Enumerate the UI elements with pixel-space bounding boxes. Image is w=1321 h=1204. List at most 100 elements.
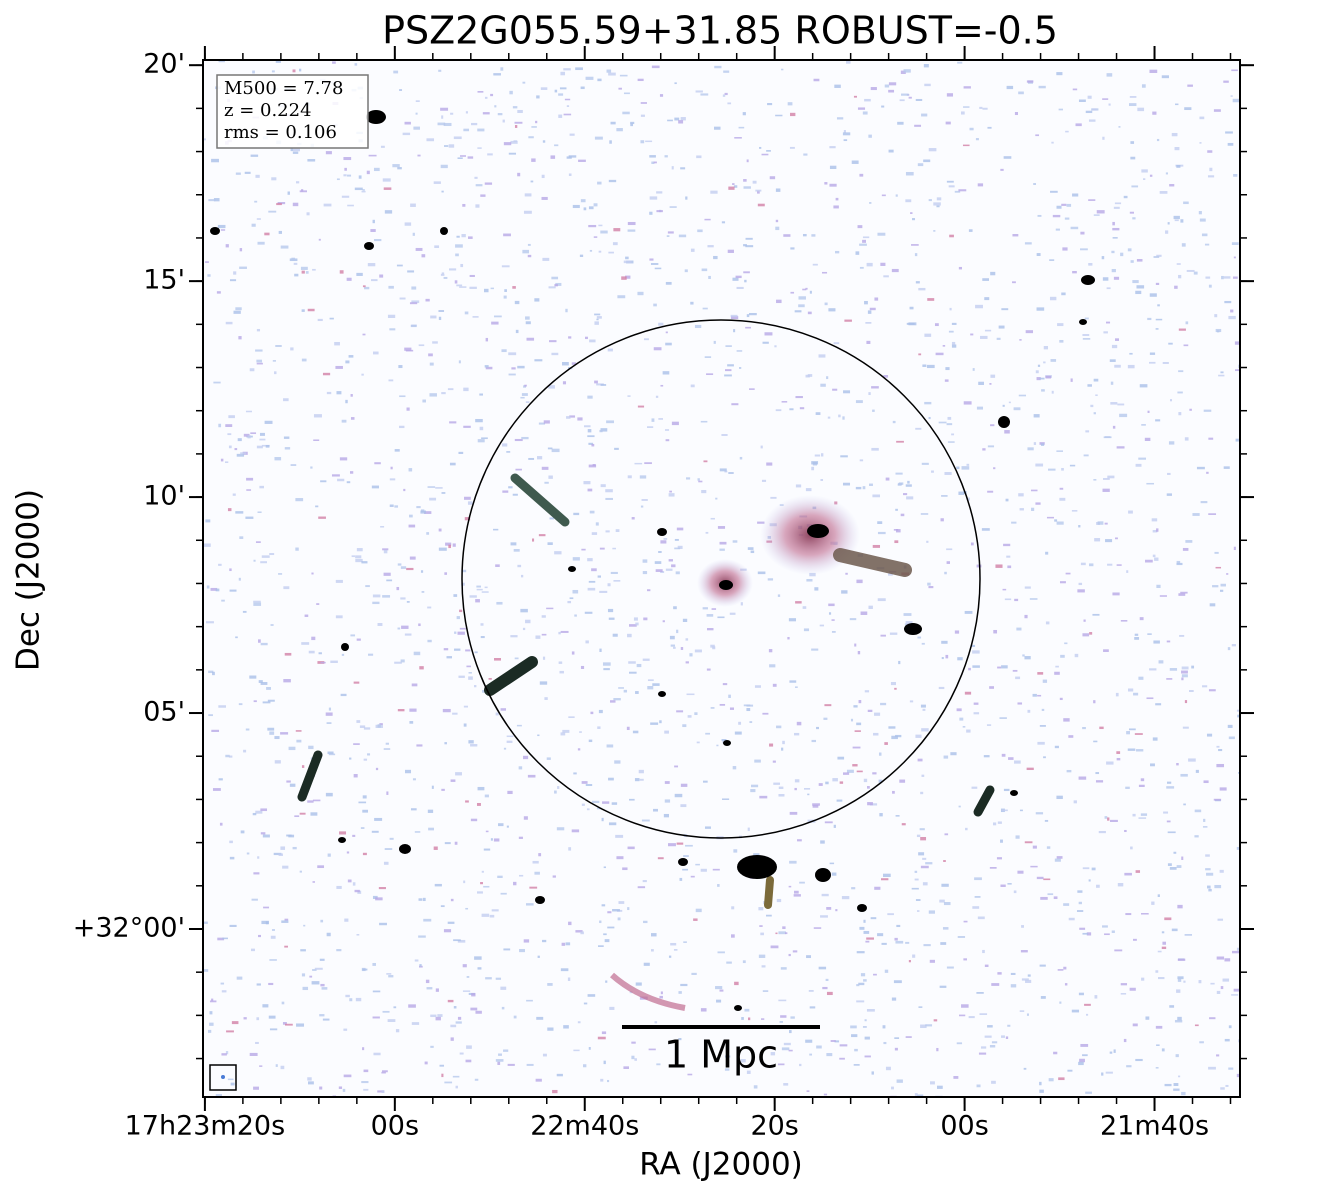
noise-speck — [1111, 268, 1116, 273]
noise-speck — [209, 1011, 213, 1015]
noise-speck — [235, 636, 238, 639]
noise-speck — [1024, 614, 1028, 619]
noise-speck — [501, 1006, 505, 1010]
noise-speck — [589, 339, 596, 343]
noise-speck — [1219, 787, 1227, 791]
noise-speck — [575, 930, 583, 933]
noise-speck — [623, 260, 632, 264]
noise-speck — [589, 249, 593, 252]
noise-speck — [607, 911, 612, 914]
noise-speck — [1138, 676, 1144, 680]
noise-speck — [463, 880, 466, 884]
noise-speck — [1155, 703, 1162, 706]
noise-speck — [503, 747, 507, 750]
noise-speck — [1155, 1025, 1163, 1029]
noise-speck — [828, 603, 835, 607]
noise-speck — [1101, 256, 1105, 260]
noise-speck — [682, 868, 689, 871]
noise-speck — [943, 755, 949, 759]
noise-speck — [1003, 543, 1011, 547]
noise-speck — [423, 918, 432, 922]
noise-speck — [257, 241, 265, 245]
noise-speck — [295, 547, 299, 551]
noise-speck — [999, 717, 1007, 719]
noise-speck — [1169, 399, 1173, 402]
noise-speck — [497, 1061, 501, 1065]
noise-speck — [1169, 668, 1178, 671]
noise-speck — [887, 913, 894, 916]
noise-speck — [1054, 858, 1061, 862]
noise-speck — [854, 1048, 858, 1052]
noise-speck — [389, 504, 394, 507]
noise-speck — [343, 1028, 348, 1031]
noise-speck — [842, 772, 850, 775]
noise-speck — [327, 853, 331, 857]
noise-speck — [1102, 488, 1110, 492]
noise-speck — [1052, 214, 1061, 218]
noise-speck — [856, 1000, 865, 1003]
noise-speck — [460, 263, 464, 268]
noise-speck — [962, 726, 966, 728]
noise-speck — [869, 202, 872, 204]
noise-speck — [388, 975, 394, 978]
noise-speck — [561, 361, 569, 366]
noise-speck — [336, 885, 342, 889]
noise-speck — [546, 607, 554, 610]
noise-speck — [468, 672, 472, 674]
noise-speck — [408, 468, 413, 472]
noise-speck — [1085, 1091, 1092, 1094]
noise-speck — [438, 316, 442, 321]
noise-speck — [1124, 872, 1132, 876]
noise-speck — [856, 722, 862, 726]
noise-speck — [966, 463, 970, 466]
noise-speck — [1233, 256, 1236, 259]
noise-speck — [618, 901, 625, 904]
noise-speck — [321, 987, 328, 990]
noise-speck — [284, 1023, 293, 1026]
noise-speck — [243, 749, 247, 753]
noise-speck — [772, 683, 777, 687]
noise-speck — [1035, 502, 1041, 505]
noise-speck — [316, 603, 320, 605]
noise-speck — [1059, 487, 1064, 490]
noise-speck — [300, 266, 308, 270]
noise-speck — [424, 511, 432, 514]
noise-speck — [310, 466, 313, 469]
noise-speck — [610, 121, 616, 125]
noise-speck — [1181, 677, 1184, 681]
noise-speck — [1038, 85, 1046, 89]
noise-speck — [470, 1007, 478, 1011]
noise-speck — [660, 991, 663, 995]
noise-speck — [978, 381, 984, 385]
noise-speck — [759, 146, 762, 149]
noise-speck — [362, 968, 368, 971]
noise-speck — [758, 907, 764, 911]
noise-speck — [1088, 199, 1096, 201]
noise-speck — [743, 244, 747, 247]
noise-speck — [894, 937, 898, 941]
noise-speck — [284, 652, 292, 656]
noise-speck — [521, 393, 528, 396]
noise-speck — [802, 233, 807, 237]
noise-speck — [713, 340, 716, 344]
noise-speck — [552, 1089, 558, 1094]
noise-speck — [664, 429, 670, 431]
noise-speck — [420, 570, 424, 573]
noise-speck — [639, 475, 647, 479]
noise-speck — [731, 934, 735, 938]
noise-speck — [608, 822, 617, 826]
noise-speck — [443, 929, 452, 933]
noise-speck — [1056, 72, 1063, 76]
noise-speck — [435, 487, 443, 489]
noise-speck — [916, 910, 920, 912]
noise-speck — [732, 183, 735, 185]
noise-speck — [678, 1038, 682, 1041]
noise-speck — [669, 490, 672, 493]
noise-speck — [337, 478, 345, 482]
noise-speck — [342, 1088, 346, 1092]
noise-speck — [917, 163, 924, 167]
noise-speck — [1106, 287, 1111, 290]
noise-speck — [353, 774, 358, 778]
noise-speck — [682, 618, 688, 623]
noise-speck — [1147, 410, 1150, 413]
